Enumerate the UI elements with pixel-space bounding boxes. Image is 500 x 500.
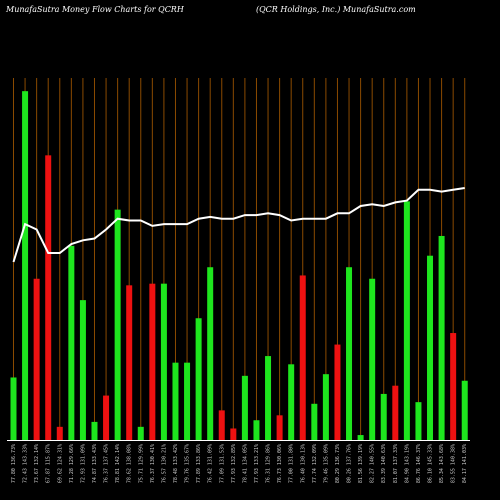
money-flow-bar bbox=[427, 255, 434, 440]
x-tick-label: 79.46 135.09% bbox=[323, 444, 329, 483]
money-flow-bar bbox=[461, 380, 468, 440]
money-flow-bar bbox=[184, 362, 191, 440]
x-tick-label: 73.67 132.14% bbox=[34, 444, 40, 483]
money-flow-bar bbox=[346, 267, 353, 440]
x-tick-label: 77.80 136.73% bbox=[11, 444, 17, 483]
money-flow-bar bbox=[126, 285, 133, 440]
money-flow-bar bbox=[114, 209, 121, 440]
money-flow-bar bbox=[160, 283, 167, 440]
x-tick-label: 78.41 134.05% bbox=[242, 444, 248, 483]
x-tick-label: 85.34 143.68% bbox=[439, 444, 445, 483]
money-flow-bar bbox=[415, 402, 422, 440]
money-flow-bar bbox=[68, 245, 75, 440]
money-flow-bar bbox=[79, 300, 86, 440]
money-flow-bar bbox=[91, 421, 98, 440]
x-tick-label: 83.39 140.63% bbox=[381, 444, 387, 483]
money-flow-bar bbox=[103, 395, 110, 440]
x-tick-label: 81.56 139.19% bbox=[358, 444, 364, 483]
money-flow-bar bbox=[322, 374, 329, 440]
x-tick-label: 80.29 136.73% bbox=[335, 444, 341, 483]
x-tick-label: 79.76 135.67% bbox=[185, 444, 191, 483]
money-flow-bar bbox=[403, 201, 410, 440]
x-tick-label: 74.87 133.43% bbox=[92, 444, 98, 483]
x-tick-label: 76.40 130.13% bbox=[300, 444, 306, 483]
money-flow-bar bbox=[311, 403, 318, 440]
money-flow-bar bbox=[438, 235, 445, 440]
chart-subtitle: (QCR Holdings, Inc.) MunafaSutra.com bbox=[256, 5, 416, 14]
money-flow-bar bbox=[22, 91, 29, 440]
x-tick-label: 72.43 143.33% bbox=[23, 444, 29, 483]
chart-title: MunafaSutra Money Flow Charts for QCRH bbox=[6, 5, 184, 14]
money-flow-bar bbox=[137, 426, 144, 440]
x-tick-label: 77.09 131.53% bbox=[219, 444, 225, 483]
x-tick-label: 84.90 143.19% bbox=[404, 444, 410, 483]
x-tick-label: 76.37 137.45% bbox=[104, 444, 110, 483]
money-flow-bar bbox=[288, 364, 295, 440]
money-flow-bar bbox=[380, 393, 387, 440]
money-flow-bar bbox=[253, 420, 260, 440]
x-tick-label: 81.07 137.33% bbox=[393, 444, 399, 483]
money-flow-bar bbox=[265, 356, 272, 440]
x-tick-label: 86.76 146.37% bbox=[416, 444, 422, 483]
money-flow-bar bbox=[33, 278, 40, 440]
money-flow-bar bbox=[56, 426, 63, 440]
x-tick-label: 84.17 141.03% bbox=[462, 444, 468, 483]
price-line bbox=[12, 187, 465, 263]
x-tick-label: 76.42 131.09% bbox=[208, 444, 214, 483]
money-flow-bar bbox=[299, 275, 306, 440]
x-tick-label: 78.62 138.08% bbox=[127, 444, 133, 483]
x-tick-label: 76.73 130.06% bbox=[277, 444, 283, 483]
money-flow-bar bbox=[218, 410, 225, 440]
x-tick-label: 82.27 140.55% bbox=[370, 444, 376, 483]
money-flow-bar bbox=[10, 377, 17, 440]
x-tick-label: 77.93 132.85% bbox=[231, 444, 237, 483]
x-tick-label: 77.93 133.21% bbox=[254, 444, 260, 483]
x-tick-label: 67.87 115.87% bbox=[46, 444, 52, 483]
x-tick-label: 78.81 142.14% bbox=[115, 444, 121, 483]
x-tick-label: 77.00 131.80% bbox=[289, 444, 295, 483]
x-tick-label: 75.71 129.99% bbox=[138, 444, 144, 483]
x-tick-label: 77.89 133.86% bbox=[196, 444, 202, 483]
x-tick-label: 76.57 130.21% bbox=[161, 444, 167, 483]
x-tick-label: 72.93 131.09% bbox=[80, 444, 86, 483]
money-flow-bar bbox=[207, 267, 214, 440]
money-flow-bar bbox=[450, 333, 457, 440]
x-tick-label: 76.37 130.41% bbox=[150, 444, 156, 483]
money-flow-bar bbox=[334, 344, 341, 440]
x-tick-label: 86.10 145.33% bbox=[428, 444, 434, 483]
x-tick-label: 77.74 132.09% bbox=[312, 444, 318, 483]
x-tick-label: 83.55 140.38% bbox=[451, 444, 457, 483]
money-flow-bar bbox=[276, 415, 283, 440]
money-flow-bar bbox=[195, 318, 202, 440]
x-tick-label: 78.48 133.42% bbox=[173, 444, 179, 483]
x-tick-label: 76.31 129.86% bbox=[266, 444, 272, 483]
money-flow-bar bbox=[172, 362, 179, 440]
x-tick-label: 80.26 137.76% bbox=[347, 444, 353, 483]
money-flow-bar bbox=[392, 385, 399, 440]
money-flow-bar bbox=[241, 375, 248, 440]
money-flow-bar bbox=[357, 435, 364, 440]
money-flow-bar bbox=[369, 278, 376, 440]
money-flow-bar bbox=[230, 428, 237, 440]
x-tick-label: 69.62 124.31% bbox=[57, 444, 63, 483]
money-flow-bar bbox=[45, 155, 52, 440]
x-tick-label: 71.28 129.66% bbox=[69, 444, 75, 483]
money-flow-bar bbox=[149, 283, 156, 440]
